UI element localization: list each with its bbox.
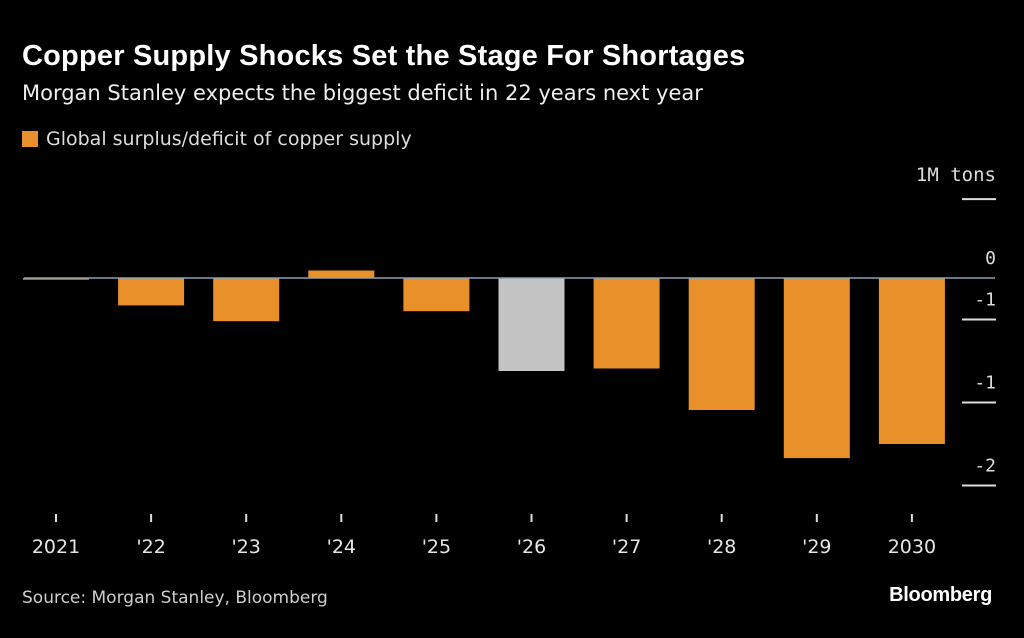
- y-axis-unit-label: 1M tons: [915, 164, 996, 186]
- legend-swatch: [22, 131, 38, 147]
- y-tick-label: -2: [974, 456, 996, 477]
- legend: Global surplus/deficit of copper supply: [22, 127, 412, 151]
- bar: [23, 278, 89, 280]
- bar: [593, 278, 660, 369]
- y-tick-label: 0: [985, 248, 996, 269]
- x-tick-label: 2030: [888, 536, 936, 558]
- chart-subtitle: Morgan Stanley expects the biggest defic…: [22, 81, 703, 105]
- bar: [688, 278, 755, 410]
- chart-title: Copper Supply Shocks Set the Stage For S…: [22, 40, 746, 72]
- bloomberg-logo: Bloomberg: [889, 584, 992, 606]
- bar: [118, 278, 185, 306]
- bar: [783, 278, 850, 459]
- bar: [403, 278, 470, 312]
- x-tick-label: '23: [231, 536, 260, 558]
- x-tick-label: '25: [422, 536, 451, 558]
- y-tick-label: -1: [974, 373, 996, 394]
- source-note: Source: Morgan Stanley, Bloomberg: [22, 588, 328, 608]
- bar: [213, 278, 280, 322]
- x-tick-label: '29: [802, 536, 831, 558]
- bar: [498, 278, 565, 371]
- x-tick-label: '22: [136, 536, 165, 558]
- x-tick-label: 2021: [32, 536, 80, 558]
- legend-label: Global surplus/deficit of copper supply: [46, 128, 412, 150]
- x-tick-label: '28: [707, 536, 736, 558]
- x-tick-label: '27: [612, 536, 641, 558]
- bar: [308, 270, 375, 278]
- y-tick-label: -1: [974, 290, 996, 311]
- bar: [878, 278, 945, 444]
- x-tick-label: '24: [327, 536, 356, 558]
- x-tick-label: '26: [517, 536, 546, 558]
